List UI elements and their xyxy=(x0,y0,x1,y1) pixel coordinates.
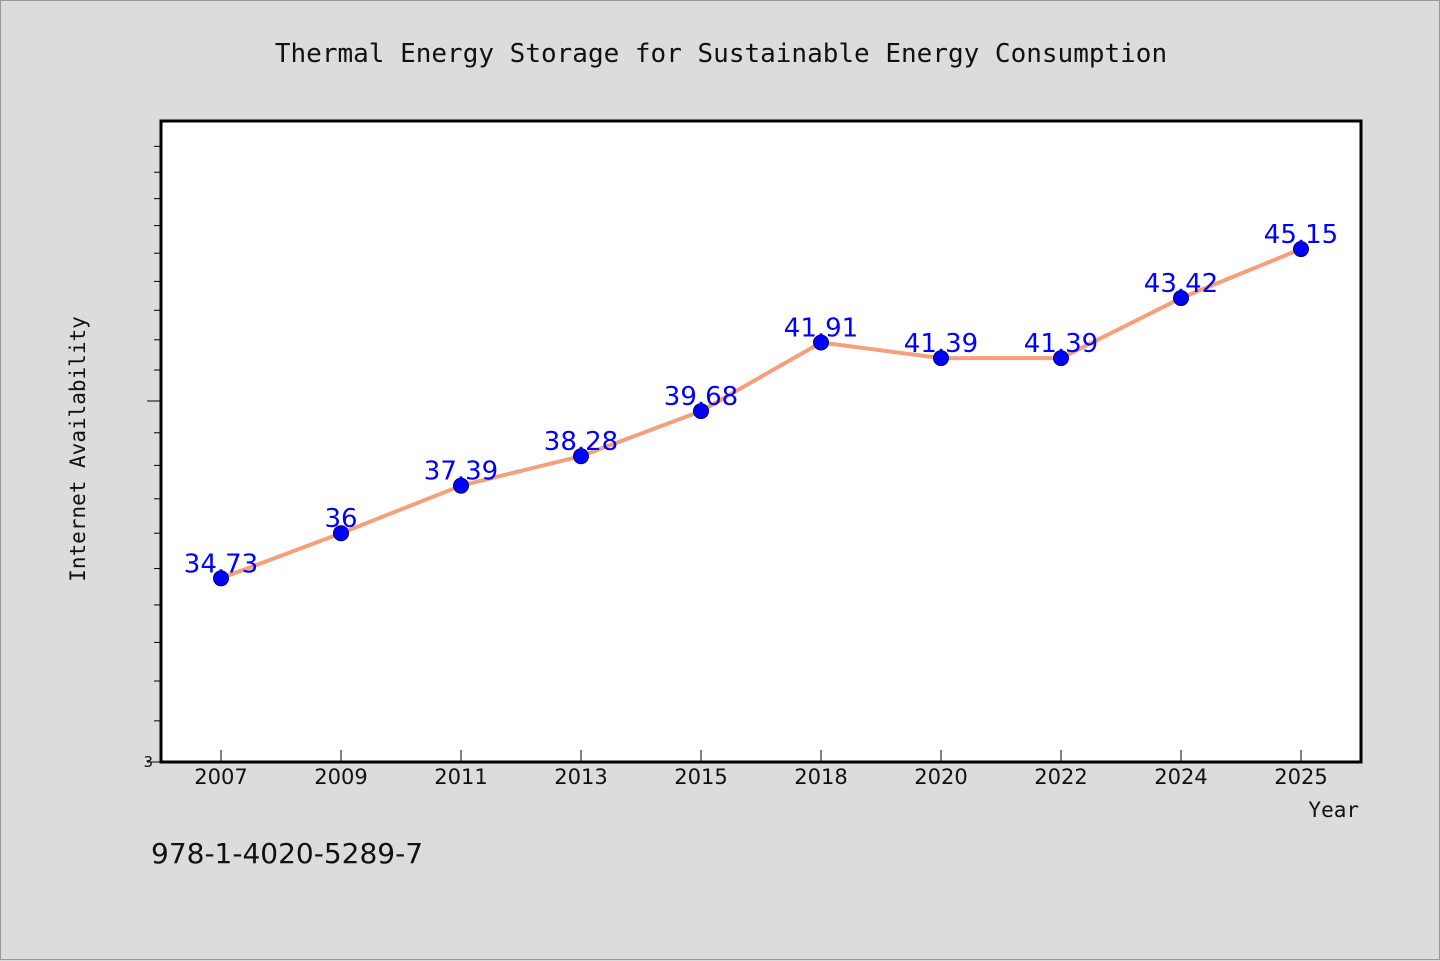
data-label: 45.15 xyxy=(1264,220,1338,250)
data-label: 43.42 xyxy=(1144,269,1218,299)
series-layer: 34.73 36 37.39 38.28 39.68 41.91 41.39 41.39 43.… xyxy=(184,220,1338,587)
x-tick-label: 2024 xyxy=(1154,765,1207,789)
data-point xyxy=(933,350,949,367)
data-point xyxy=(1053,350,1069,367)
data-point xyxy=(573,448,589,465)
data-point xyxy=(1173,290,1189,307)
data-label: 41.91 xyxy=(784,313,858,343)
y-tick-label: 3 xyxy=(143,753,153,771)
x-tick-label: 2013 xyxy=(554,765,607,789)
isbn-text: 978-1-4020-5289-7 xyxy=(151,837,423,870)
x-tick-label: 2015 xyxy=(674,765,727,789)
x-tick-label: 2009 xyxy=(314,765,367,789)
data-label: 38.28 xyxy=(544,427,618,457)
y-axis-ticks: 3 xyxy=(143,145,161,771)
x-tick-label: 2007 xyxy=(194,765,247,789)
data-label: 37.39 xyxy=(424,457,498,487)
data-point xyxy=(1293,241,1309,258)
x-tick-label: 2025 xyxy=(1274,765,1327,789)
data-label: 39.68 xyxy=(664,382,738,412)
data-label: 41.39 xyxy=(904,329,978,359)
y-axis-label: Internet Availability xyxy=(66,316,90,582)
chart-title: Thermal Energy Storage for Sustainable E… xyxy=(275,39,1167,69)
data-point xyxy=(333,525,349,542)
x-tick-label: 2020 xyxy=(914,765,967,789)
x-axis-label: Year xyxy=(1308,798,1359,822)
data-point xyxy=(813,334,829,351)
data-label: 36 xyxy=(324,504,357,534)
x-tick-label: 2022 xyxy=(1034,765,1087,789)
plot-area xyxy=(159,119,1363,764)
series-line xyxy=(219,247,1303,581)
data-point xyxy=(213,570,229,587)
data-label: 34.73 xyxy=(184,549,258,579)
data-label: 41.39 xyxy=(1024,329,1098,359)
data-point xyxy=(693,403,709,420)
x-axis-ticks: 2007 2009 2011 2013 2015 2018 2020 2022 2024 2025 xyxy=(194,750,1328,789)
data-point xyxy=(453,477,469,494)
x-tick-label: 2018 xyxy=(794,765,847,789)
x-tick-label: 2011 xyxy=(434,765,487,789)
